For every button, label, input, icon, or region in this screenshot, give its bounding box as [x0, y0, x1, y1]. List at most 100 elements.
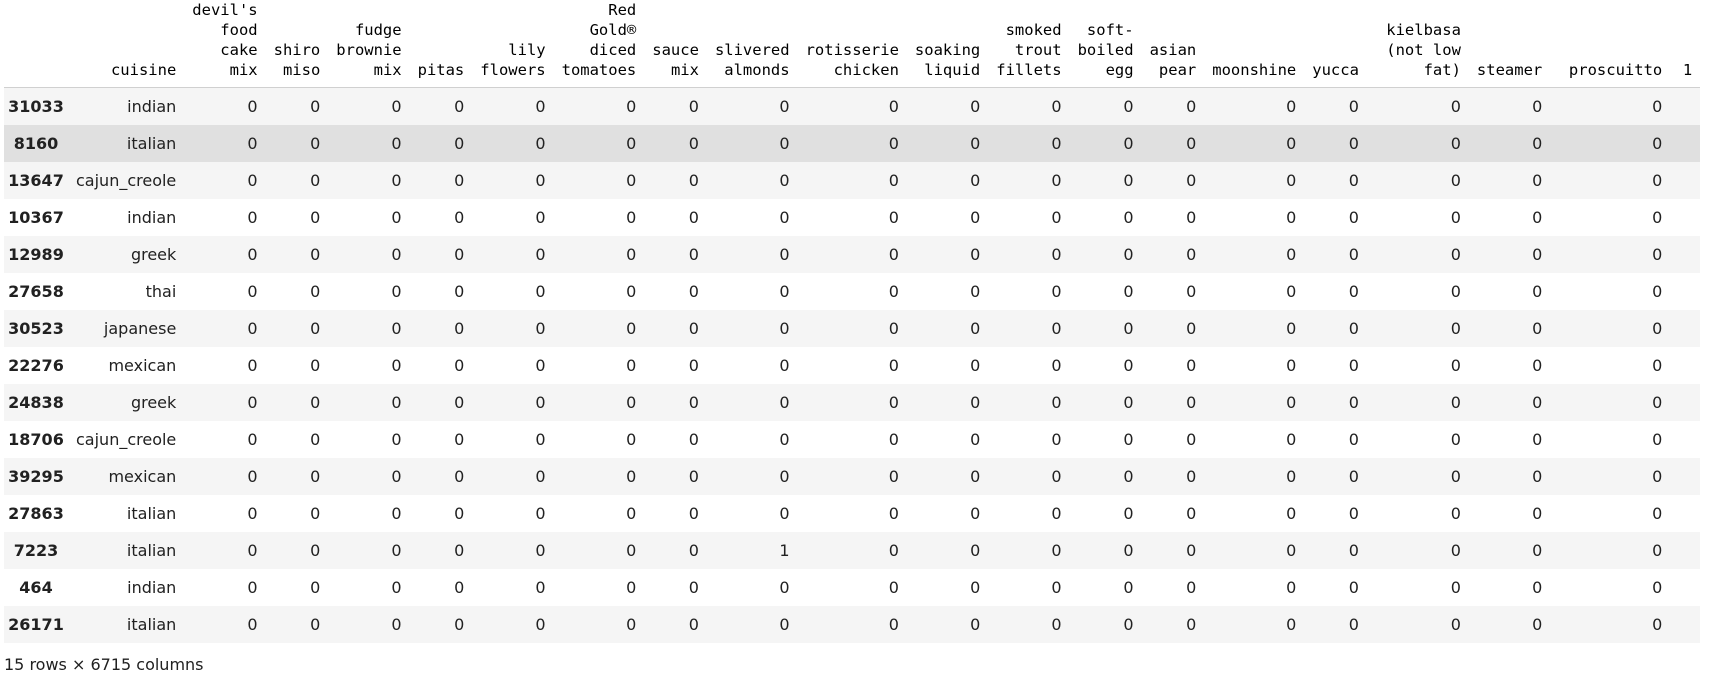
value-cell: 0 [1348, 318, 1359, 338]
row-index: 27658 [8, 281, 64, 301]
value-cell: 0 [688, 170, 699, 190]
value-cell: 0 [1123, 503, 1134, 523]
value-cell: 0 [1652, 540, 1663, 560]
value-cell: 0 [970, 429, 981, 449]
value-cell: 0 [1286, 577, 1297, 597]
value-cell: 0 [310, 96, 321, 116]
value-cell: 0 [779, 318, 790, 338]
value-cell: 0 [391, 281, 402, 301]
table-row: 31033 indian 0 0 0 0 0 0 0 0 0 0 0 0 0 0 0 0 0 0 [4, 87, 1701, 125]
column-header: steamer [1468, 0, 1551, 88]
value-cell [1670, 88, 1700, 125]
value-cell: 0 [247, 355, 258, 375]
value-cell: 0 [1286, 429, 1297, 449]
value-cell: 0 [1051, 429, 1062, 449]
value-cell: 0 [888, 281, 899, 301]
value-cell: 0 [454, 466, 465, 486]
value-cell: 0 [391, 614, 402, 634]
column-header: cuisine [68, 0, 185, 88]
cuisine-cell: mexican [108, 355, 177, 375]
dataframe-table: cuisine devil's food cake mix shiro miso fu… [4, 0, 1701, 643]
value-cell: 0 [970, 207, 981, 227]
value-cell: 0 [1532, 355, 1543, 375]
value-cell: 0 [247, 133, 258, 153]
column-header: sauce mix [644, 0, 707, 88]
value-cell: 0 [1532, 577, 1543, 597]
value-cell: 0 [454, 133, 465, 153]
value-cell: 0 [779, 392, 790, 412]
value-cell: 0 [535, 466, 546, 486]
cuisine-cell: indian [127, 577, 177, 597]
value-cell: 0 [1450, 355, 1461, 375]
value-cell: 0 [688, 577, 699, 597]
value-cell: 0 [454, 540, 465, 560]
value-cell: 0 [688, 318, 699, 338]
value-cell: 0 [779, 466, 790, 486]
value-cell: 0 [535, 577, 546, 597]
value-cell: 0 [1450, 244, 1461, 264]
value-cell: 0 [1348, 170, 1359, 190]
value-cell [1670, 606, 1700, 643]
column-header: fudge brownie mix [328, 0, 410, 88]
value-cell: 0 [535, 540, 546, 560]
value-cell: 0 [1186, 244, 1197, 264]
value-cell: 0 [888, 503, 899, 523]
value-cell: 0 [1286, 244, 1297, 264]
row-index: 18706 [8, 429, 64, 449]
row-index: 12989 [8, 244, 64, 264]
value-cell: 0 [779, 281, 790, 301]
value-cell [1670, 532, 1700, 569]
value-cell [1670, 273, 1700, 310]
cuisine-cell: greek [130, 244, 177, 264]
value-cell: 0 [1450, 429, 1461, 449]
column-header: asian pear [1141, 0, 1205, 88]
value-cell: 0 [626, 466, 637, 486]
value-cell: 0 [1348, 503, 1359, 523]
value-cell: 0 [970, 540, 981, 560]
column-header: yucca [1304, 0, 1367, 88]
value-cell: 0 [310, 577, 321, 597]
value-cell: 0 [1286, 170, 1297, 190]
value-cell: 0 [970, 392, 981, 412]
value-cell: 0 [391, 96, 402, 116]
value-cell: 0 [310, 133, 321, 153]
table-row: 26171 italian 0 0 0 0 0 0 0 0 0 0 0 0 0 0 0 0 0 0 [4, 605, 1701, 643]
value-cell: 0 [1348, 614, 1359, 634]
value-cell: 0 [626, 281, 637, 301]
value-cell: 0 [1652, 170, 1663, 190]
value-cell: 0 [970, 503, 981, 523]
value-cell: 0 [454, 170, 465, 190]
row-index: 31033 [8, 96, 64, 116]
value-cell: 0 [970, 614, 981, 634]
value-cell: 0 [391, 244, 402, 264]
value-cell: 0 [247, 466, 258, 486]
table-row: 464 indian 0 0 0 0 0 0 0 0 0 0 0 0 0 0 0 0 0 0 [4, 568, 1701, 606]
value-cell: 0 [535, 392, 546, 412]
value-cell: 0 [1286, 355, 1297, 375]
value-cell: 0 [247, 540, 258, 560]
value-cell: 0 [779, 244, 790, 264]
value-cell: 0 [626, 577, 637, 597]
value-cell: 0 [247, 614, 258, 634]
value-cell: 0 [310, 466, 321, 486]
value-cell [1670, 199, 1700, 236]
value-cell: 0 [1348, 540, 1359, 560]
value-cell: 0 [1286, 392, 1297, 412]
value-cell: 0 [535, 281, 546, 301]
value-cell [1670, 458, 1700, 495]
value-cell: 0 [1652, 503, 1663, 523]
value-cell: 0 [391, 318, 402, 338]
value-cell: 0 [535, 96, 546, 116]
value-cell: 0 [1286, 540, 1297, 560]
value-cell: 0 [1450, 466, 1461, 486]
value-cell: 0 [1450, 503, 1461, 523]
table-row: 18706 cajun_creole 0 0 0 0 0 0 0 0 0 0 0 0 0 0 0 0 0 0 [4, 420, 1701, 458]
value-cell: 0 [535, 503, 546, 523]
value-cell: 0 [688, 614, 699, 634]
value-cell: 0 [454, 577, 465, 597]
value-cell: 0 [779, 96, 790, 116]
value-cell: 0 [1450, 392, 1461, 412]
value-cell: 0 [454, 244, 465, 264]
value-cell: 0 [1532, 540, 1543, 560]
value-cell: 0 [1051, 614, 1062, 634]
